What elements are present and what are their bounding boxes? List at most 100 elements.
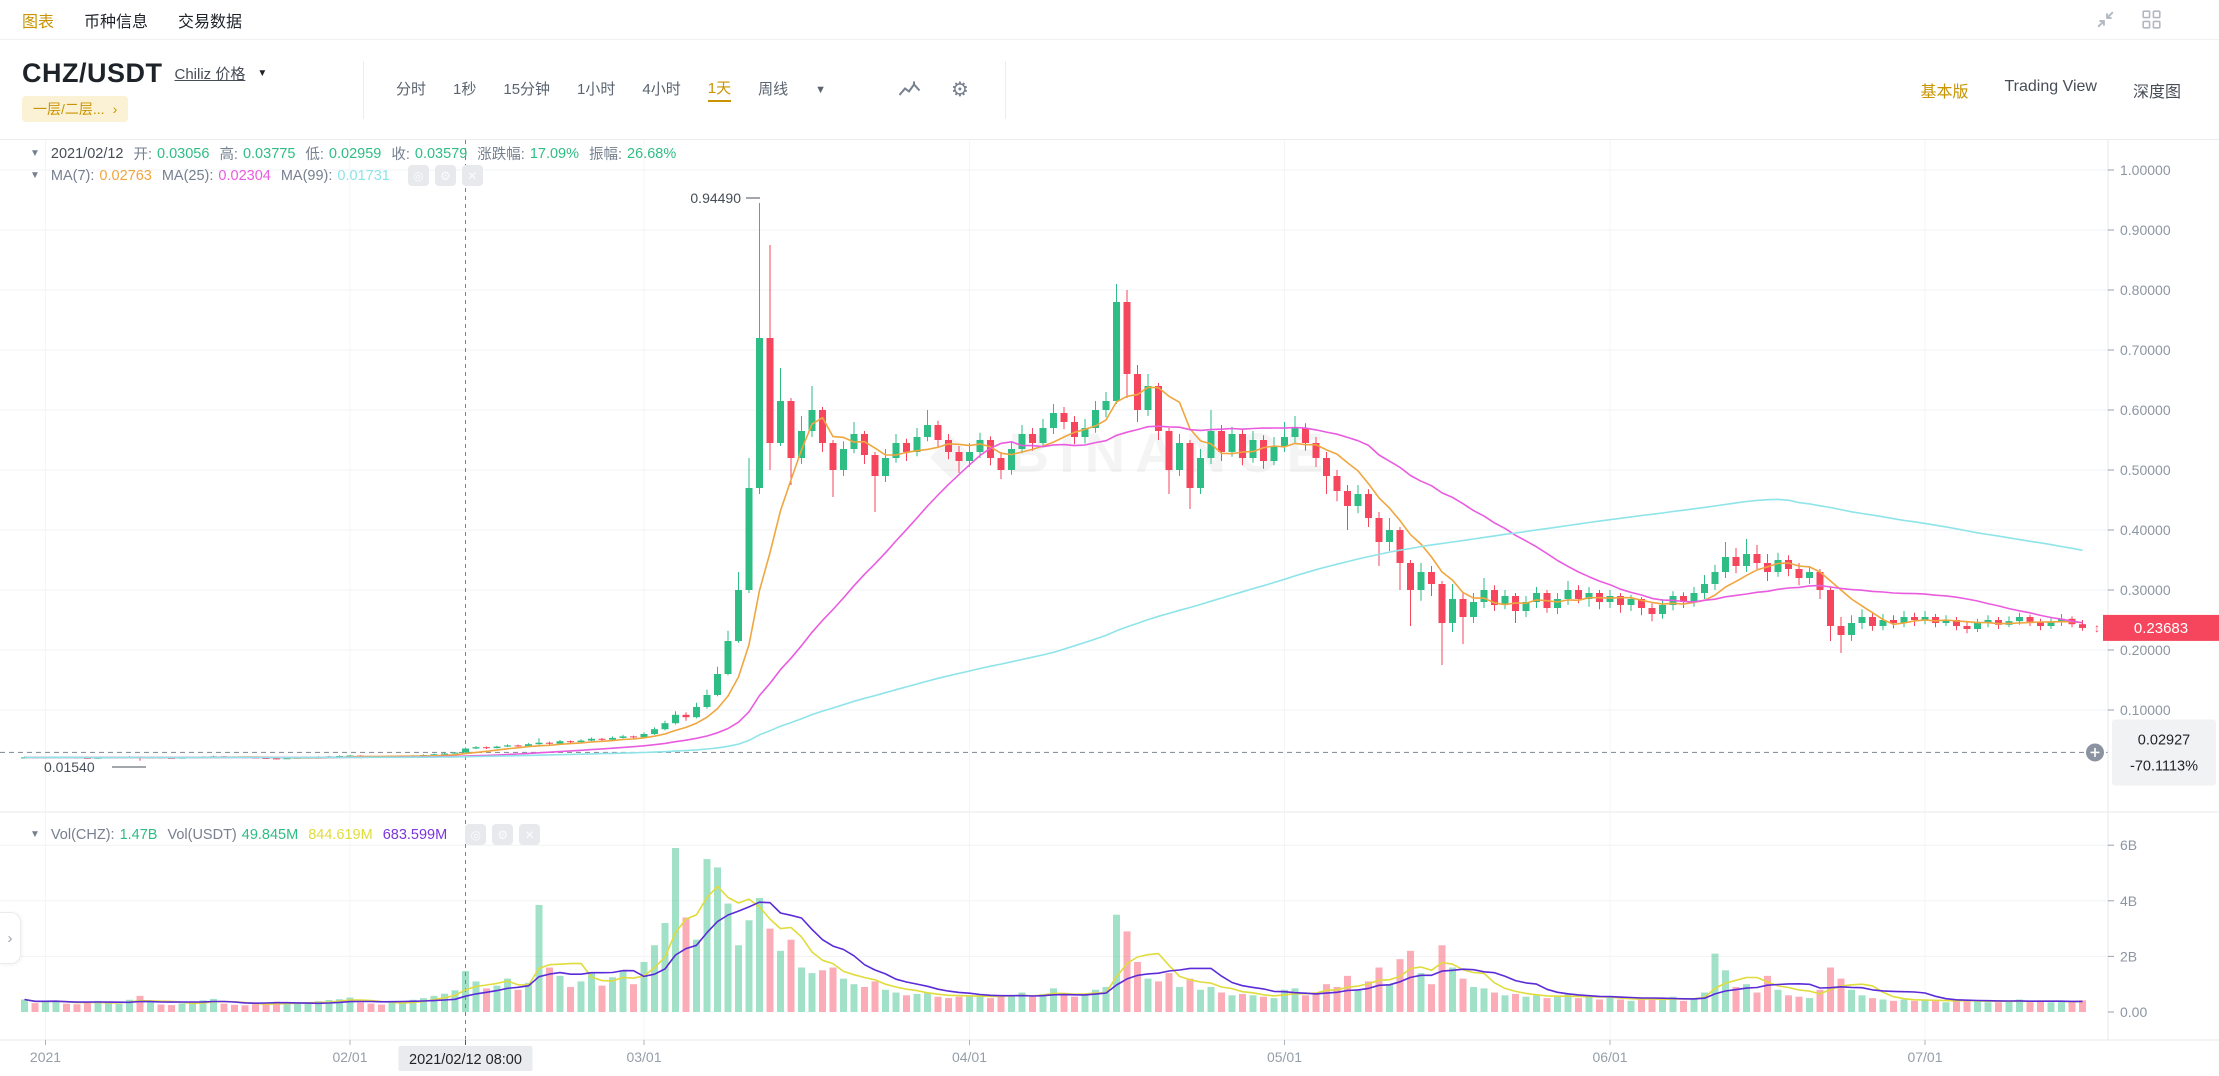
svg-text:6B: 6B xyxy=(2120,837,2137,853)
top-nav: 图表 币种信息 交易数据 xyxy=(0,0,2219,40)
svg-text:2021: 2021 xyxy=(30,1049,61,1065)
svg-text:0.20000: 0.20000 xyxy=(2120,642,2171,658)
ma25-value: 0.02304 xyxy=(218,167,271,184)
symbol-block: CHZ/USDT Chiliz 价格 ▼ 一层/二层... › xyxy=(22,58,363,122)
change-label: 涨跌幅: xyxy=(477,147,525,163)
page-title: CHZ/USDT xyxy=(22,57,163,88)
collapse-caret-icon[interactable]: ▼ xyxy=(30,148,40,159)
svg-text:1.00000: 1.00000 xyxy=(2120,162,2171,178)
volume-readout: ▼ Vol(CHZ): 1.47B Vol(USDT) 49.845M 844.61… xyxy=(30,824,541,845)
chevron-right-icon: › xyxy=(7,929,13,947)
svg-text:0.40000: 0.40000 xyxy=(2120,522,2171,538)
collapse-icon[interactable] xyxy=(2095,9,2116,30)
chart-header: CHZ/USDT Chiliz 价格 ▼ 一层/二层... › 分时 1秒 15… xyxy=(0,40,2219,140)
chart-area: ◆ BINANCE 0.94490 0.01540 1.00000 0.90000 0.8… xyxy=(0,140,2219,1076)
svg-text:06/01: 06/01 xyxy=(1592,1049,1627,1065)
tier-tag-label: 一层/二层... xyxy=(33,100,105,117)
candlestick-chart-canvas[interactable]: ◆ BINANCE0.944900.015401.000000.900000.8… xyxy=(0,140,2219,1076)
open-value: 0.03056 xyxy=(157,145,210,162)
tier-tag[interactable]: 一层/二层... › xyxy=(22,95,129,122)
svg-text:04/01: 04/01 xyxy=(952,1049,987,1065)
close-value: 0.03579 xyxy=(414,145,468,162)
svg-text:05/01: 05/01 xyxy=(1267,1049,1302,1065)
chevron-down-icon[interactable]: ▼ xyxy=(815,83,826,96)
svg-text:0.10000: 0.10000 xyxy=(2120,702,2171,718)
svg-text:0.02927: 0.02927 xyxy=(2138,732,2190,748)
tf-4h[interactable]: 4小时 xyxy=(642,81,681,98)
tf-1s[interactable]: 1秒 xyxy=(453,81,477,98)
tf-15m[interactable]: 15分钟 xyxy=(503,81,551,98)
close-icon[interactable]: ✕ xyxy=(519,824,541,845)
mode-basic[interactable]: 基本版 xyxy=(1920,83,1969,101)
eye-icon[interactable]: ◎ xyxy=(465,824,487,845)
last-price-tag xyxy=(2103,614,2219,641)
svg-text:-70.1113%: -70.1113% xyxy=(2130,758,2198,774)
svg-text:02/01: 02/01 xyxy=(332,1049,367,1065)
change-value: 17.09% xyxy=(529,145,580,162)
tf-1w[interactable]: 周线 xyxy=(758,81,789,98)
tf-1h[interactable]: 1小时 xyxy=(577,81,616,98)
chart-mode-switch: 基本版 Trading View 深度图 xyxy=(1920,78,2219,102)
pair-name-link[interactable]: Chiliz 价格 xyxy=(174,65,246,83)
svg-text:2021/02/12 08:00: 2021/02/12 08:00 xyxy=(409,1052,522,1068)
grid-layout-icon[interactable] xyxy=(2142,10,2161,29)
svg-text:0.90000: 0.90000 xyxy=(2120,222,2171,238)
nav-tab-chart[interactable]: 图表 xyxy=(22,13,55,31)
close-icon[interactable]: ✕ xyxy=(461,165,483,186)
settings-icon[interactable]: ⚙ xyxy=(434,165,456,186)
tf-1d[interactable]: 1天 xyxy=(707,77,732,102)
crosshair-date-label xyxy=(398,1046,533,1071)
mode-tradingview[interactable]: Trading View xyxy=(2004,77,2097,95)
timeframe-bar: 分时 1秒 15分钟 1小时 4小时 1天 周线 ▼ xyxy=(364,77,858,102)
gear-icon[interactable]: ⚙ xyxy=(950,78,969,101)
volchz-value: 1.47B xyxy=(119,826,158,843)
eye-icon[interactable]: ◎ xyxy=(407,165,429,186)
high-annotation: 0.94490 xyxy=(690,190,741,206)
chart-tools: ⚙ xyxy=(858,80,1005,100)
ma-readout: ▼ MA(7): 0.02763 MA(25): 0.02304 MA(99): 0.… xyxy=(30,165,483,186)
nav-tab-trading-data[interactable]: 交易数据 xyxy=(178,13,243,31)
ma99-label: MA(99): xyxy=(280,167,333,184)
nav-tab-coin-info[interactable]: 币种信息 xyxy=(84,13,149,31)
chevron-right-icon: › xyxy=(112,100,118,117)
vol-ma5-value: 844.619M xyxy=(308,826,373,843)
amplitude-label: 振幅: xyxy=(589,147,623,163)
vol-ma10-value: 683.599M xyxy=(382,826,448,843)
ma25-label: MA(25): xyxy=(161,167,214,184)
high-value: 0.03775 xyxy=(242,145,296,162)
open-label: 开: xyxy=(133,147,153,163)
mode-depth[interactable]: 深度图 xyxy=(2132,83,2181,101)
svg-text:0.00: 0.00 xyxy=(2120,1004,2147,1020)
kline-style-icon[interactable] xyxy=(898,80,921,100)
settings-icon[interactable]: ⚙ xyxy=(492,824,514,845)
amplitude-value: 26.68% xyxy=(627,145,677,162)
nav-icons xyxy=(2095,9,2161,30)
readout-date: 2021/02/12 xyxy=(50,145,124,162)
volusdt-value: 49.845M xyxy=(241,826,299,843)
svg-text:0.80000: 0.80000 xyxy=(2120,282,2171,298)
svg-text:0.30000: 0.30000 xyxy=(2120,582,2171,598)
svg-text:0.50000: 0.50000 xyxy=(2120,462,2171,478)
tf-minute[interactable]: 分时 xyxy=(396,81,427,98)
svg-text:07/01: 07/01 xyxy=(1907,1049,1942,1065)
low-annotation: 0.01540 xyxy=(44,759,95,775)
expand-panel-tab[interactable]: › xyxy=(0,912,21,964)
collapse-caret-icon[interactable]: ▼ xyxy=(30,829,40,840)
chevron-down-icon[interactable]: ▼ xyxy=(257,67,268,79)
volchz-label: Vol(CHZ): xyxy=(50,826,115,843)
ma7-label: MA(7): xyxy=(50,167,95,184)
low-label: 低: xyxy=(305,147,324,163)
volusdt-label: Vol(USDT) xyxy=(167,826,237,843)
price-jump-icon[interactable]: ↕ xyxy=(2094,621,2100,635)
ohlc-readout: ▼ 2021/02/12 开: 0.03056 高: 0.03775 低: 0.029… xyxy=(30,143,676,164)
collapse-caret-icon[interactable]: ▼ xyxy=(30,170,40,181)
high-label: 高: xyxy=(219,147,238,163)
svg-text:03/01: 03/01 xyxy=(626,1049,661,1065)
close-label: 收: xyxy=(391,147,410,163)
tracking-price-label xyxy=(2112,719,2216,786)
svg-text:4B: 4B xyxy=(2120,893,2137,909)
svg-text:2B: 2B xyxy=(2120,948,2137,964)
low-value: 0.02959 xyxy=(328,145,382,162)
ma7-value: 0.02763 xyxy=(99,167,152,184)
